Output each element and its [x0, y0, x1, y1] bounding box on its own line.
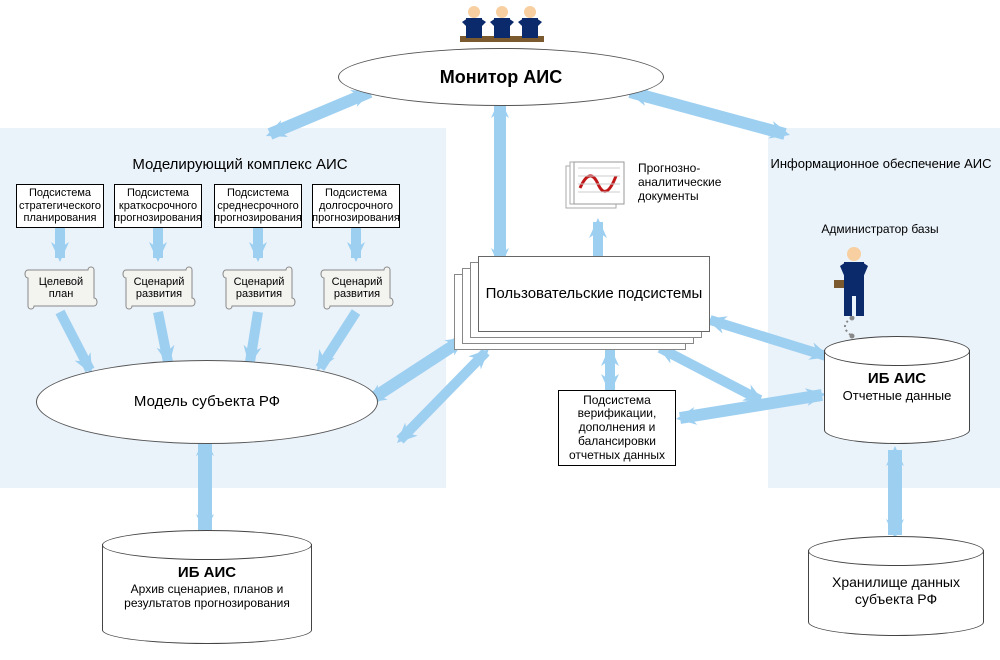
subsystem-box: Подсистема стратегического планирования [16, 184, 104, 228]
admin-label: Администратор базы [800, 222, 960, 236]
left-db-cylinder: ИБ АИС Архив сценариев, планов и результ… [102, 530, 312, 644]
scroll-label: Сценарий развития [120, 266, 198, 310]
monitor-title: Монитор АИС [440, 67, 562, 88]
verification-box: Подсистема верификации, дополнения и бал… [558, 390, 676, 466]
right-db1-subtitle: Отчетные данные [824, 388, 970, 404]
user-subsystems-stack: Пользовательские подсистемы [454, 254, 712, 354]
right-db1-cylinder: ИБ АИС Отчетные данные [824, 336, 970, 444]
model-title: Модель субъекта РФ [134, 393, 280, 411]
scroll-label: Целевой план [22, 266, 100, 310]
subsystem-box: Подсистема долгосрочного прогнозирования [312, 184, 400, 228]
monitor-oval: Монитор АИС [338, 48, 664, 106]
left-db-title: ИБ АИС [102, 564, 312, 582]
right-db2-cylinder: Хранилище данных субъекта РФ [808, 536, 984, 636]
right-db1-title: ИБ АИС [824, 370, 970, 388]
subsystem-box: Подсистема краткосрочного прогнозировани… [114, 184, 202, 228]
verification-label: Подсистема верификации, дополнения и бал… [561, 394, 673, 463]
user-subsystems-label: Пользовательские подсистемы [486, 285, 703, 303]
right-db2-title: Хранилище данных субъекта РФ [808, 574, 984, 608]
forecast-docs-label: Прогнозно-аналитические документы [638, 162, 748, 203]
scroll-shape: Сценарий развития [120, 266, 198, 310]
admin-person-icon [830, 244, 878, 320]
scroll-shape: Сценарий развития [318, 266, 396, 310]
subsystem-label: Подсистема долгосрочного прогнозирования [312, 187, 400, 225]
scroll-shape: Целевой план [22, 266, 100, 310]
right-section-title: Информационное обеспечение АИС [770, 156, 992, 171]
scroll-label: Сценарий развития [318, 266, 396, 310]
left-db-subtitle: Архив сценариев, планов и результатов пр… [102, 582, 312, 611]
scroll-label: Сценарий развития [220, 266, 298, 310]
subsystem-box: Подсистема среднесрочного прогнозировани… [214, 184, 302, 228]
forecast-docs-icon [560, 160, 630, 218]
left-section-title: Моделирующий комплекс АИС [110, 156, 370, 173]
scroll-shape: Сценарий развития [220, 266, 298, 310]
model-oval: Модель субъекта РФ [36, 360, 378, 444]
subsystem-label: Подсистема среднесрочного прогнозировани… [214, 187, 302, 225]
subsystem-label: Подсистема стратегического планирования [19, 187, 101, 225]
monitor-people-icon [448, 2, 558, 54]
subsystem-label: Подсистема краткосрочного прогнозировани… [114, 187, 202, 225]
